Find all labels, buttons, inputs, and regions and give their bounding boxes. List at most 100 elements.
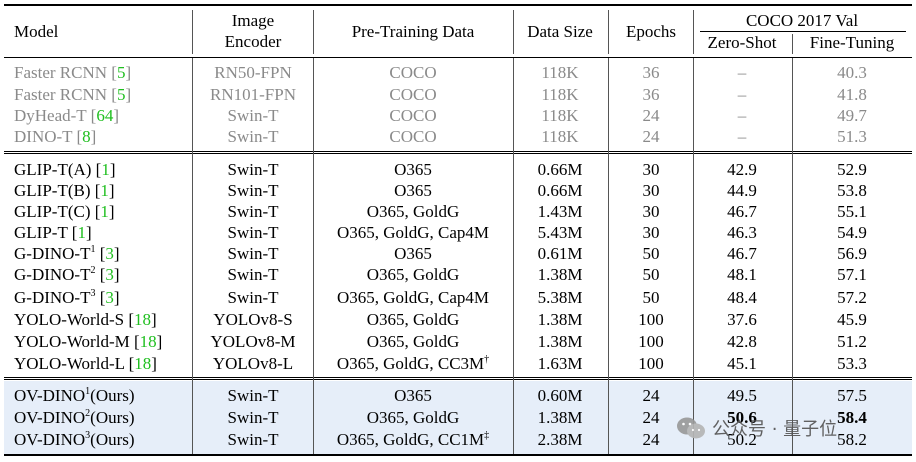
image-encoder: YOLOv8-L (212, 354, 294, 373)
fine-tuning-ap: 41.8 (837, 85, 867, 104)
epochs: 50 (642, 288, 660, 307)
reference-link[interactable]: 1 (100, 181, 109, 200)
zero-shot-cell: 46.7 (696, 243, 788, 265)
pretraining-data-cell: O365, GoldG (316, 331, 510, 353)
image-encoder: Swin-T (227, 202, 279, 221)
epochs-cell: 36 (612, 62, 690, 84)
header-bottom-rule (4, 57, 912, 58)
data-size: 118K (541, 85, 579, 104)
data-size-cell: 5.43M (516, 222, 604, 244)
data-size: 5.43M (537, 223, 583, 242)
pretraining-data-cell: O365, GoldG, CC1M‡ (316, 429, 510, 451)
pretraining-data: O365, GoldG, Cap4M (336, 288, 490, 307)
model-name: GLIP-T(C) (14, 202, 95, 221)
reference-link[interactable]: 18 (133, 310, 151, 329)
zero-shot-ap: 44.9 (727, 181, 757, 200)
table-row: Faster RCNN [5] RN50-FPN COCO 118K 36 – 40.3 (0, 62, 916, 84)
wechat-icon (676, 415, 706, 441)
epochs: 100 (638, 354, 664, 373)
table-row: DINO-T [8] Swin-T COCO 118K 24 – 51.3 (0, 126, 916, 148)
table-row: OV-DINO2(Ours) Swin-T O365, GoldG 1.38M 24 50… (0, 407, 916, 429)
body-divider-4 (608, 58, 609, 454)
image-encoder: RN50-FPN (214, 63, 292, 82)
epochs-cell: 30 (612, 201, 690, 223)
image-encoder: YOLOv8-S (213, 310, 293, 329)
pretraining-data: O365, GoldG, CC1M (336, 430, 485, 449)
reference-link[interactable]: 1 (100, 202, 109, 221)
reference-link[interactable]: 5 (116, 63, 126, 82)
table-row: OV-DINO1(Ours) Swin-T O365 0.60M 24 49.5 57.5 (0, 385, 916, 407)
model-superscript: 2 (90, 265, 96, 276)
pretraining-data: O365, GoldG (366, 265, 460, 284)
model-cell: YOLO-World-M [18] (14, 332, 163, 351)
pretraining-data: O365, GoldG (366, 202, 460, 221)
data-size-cell: 1.43M (516, 201, 604, 223)
zero-shot-ap: 46.7 (727, 202, 757, 221)
model-superscript: 3 (90, 288, 96, 299)
data-size-cell: 1.63M (516, 353, 604, 375)
zero-shot-cell: 44.9 (696, 180, 788, 202)
reference-link[interactable]: 3 (105, 288, 114, 307)
data-size: 1.38M (537, 408, 583, 427)
fine-tuning-cell: 53.3 (796, 353, 908, 375)
model-suffix: (Ours) (90, 408, 135, 427)
data-size: 118K (541, 106, 579, 125)
image-encoder-cell: Swin-T (196, 429, 310, 451)
image-encoder: Swin-T (227, 288, 279, 307)
reference-link[interactable]: 18 (139, 332, 157, 351)
header-fine-tuning: Fine-Tuning (809, 33, 895, 52)
model-cell: YOLO-World-S [18] (14, 310, 157, 329)
fine-tuning-ap: 53.3 (837, 354, 867, 373)
section-rule-1b (4, 153, 912, 154)
header-divider-6 (792, 34, 793, 54)
pretraining-data-cell: COCO (316, 126, 510, 148)
pretraining-data: O365 (394, 386, 432, 405)
fine-tuning-ap: 53.8 (837, 181, 867, 200)
reference-link[interactable]: 18 (134, 354, 152, 373)
model-cell: G-DINO-T2 [3] (14, 265, 120, 284)
reference-link[interactable]: 1 (101, 160, 110, 179)
model-name: DyHead-T (14, 106, 91, 125)
image-encoder-cell: Swin-T (196, 201, 310, 223)
reference-link[interactable]: 8 (82, 127, 91, 146)
reference-link[interactable]: 3 (105, 244, 114, 263)
image-encoder-cell: Swin-T (196, 407, 310, 429)
model-suffix: (Ours) (90, 430, 135, 449)
pretraining-data-cell: COCO (316, 84, 510, 106)
fine-tuning-ap: 56.9 (837, 244, 867, 263)
model-name: G-DINO-T (14, 265, 91, 284)
zero-shot-ap: 49.5 (727, 386, 757, 405)
body-divider-1 (192, 58, 193, 454)
pretraining-data: O365 (394, 181, 432, 200)
epochs: 36 (642, 85, 660, 104)
reference-link[interactable]: 5 (116, 85, 126, 104)
pretraining-data: COCO (389, 106, 437, 125)
image-encoder-cell: Swin-T (196, 243, 310, 265)
pretraining-data: O365 (394, 244, 432, 263)
reference-link[interactable]: 3 (105, 265, 114, 284)
epochs: 24 (642, 430, 660, 449)
model-name: DINO-T (14, 127, 77, 146)
fine-tuning-ap: 40.3 (837, 63, 867, 82)
image-encoder: Swin-T (227, 181, 279, 200)
pretraining-data: COCO (389, 127, 437, 146)
data-size-cell: 5.38M (516, 287, 604, 309)
fine-tuning-ap: 58.2 (837, 430, 867, 449)
image-encoder: Swin-T (227, 408, 279, 427)
reference-link[interactable]: 1 (77, 223, 86, 242)
zero-shot-cell: 46.7 (696, 201, 788, 223)
model-cell: GLIP-T [1] (14, 223, 92, 242)
data-size: 1.63M (537, 354, 583, 373)
pretraining-data: O365, GoldG, CC3M (336, 354, 485, 373)
data-size-cell: 1.38M (516, 264, 604, 286)
reference-link[interactable]: 64 (96, 106, 114, 125)
epochs-cell: 100 (612, 331, 690, 353)
body-divider-6 (792, 58, 793, 454)
model-name: YOLO-World-M (14, 332, 134, 351)
pretraining-data-cell: COCO (316, 62, 510, 84)
data-size-cell: 118K (516, 105, 604, 127)
zero-shot-ap: 48.1 (727, 265, 757, 284)
pretraining-data-cell: O365 (316, 159, 510, 181)
image-encoder: Swin-T (227, 223, 279, 242)
model-cell: Faster RCNN [5] (14, 85, 132, 104)
